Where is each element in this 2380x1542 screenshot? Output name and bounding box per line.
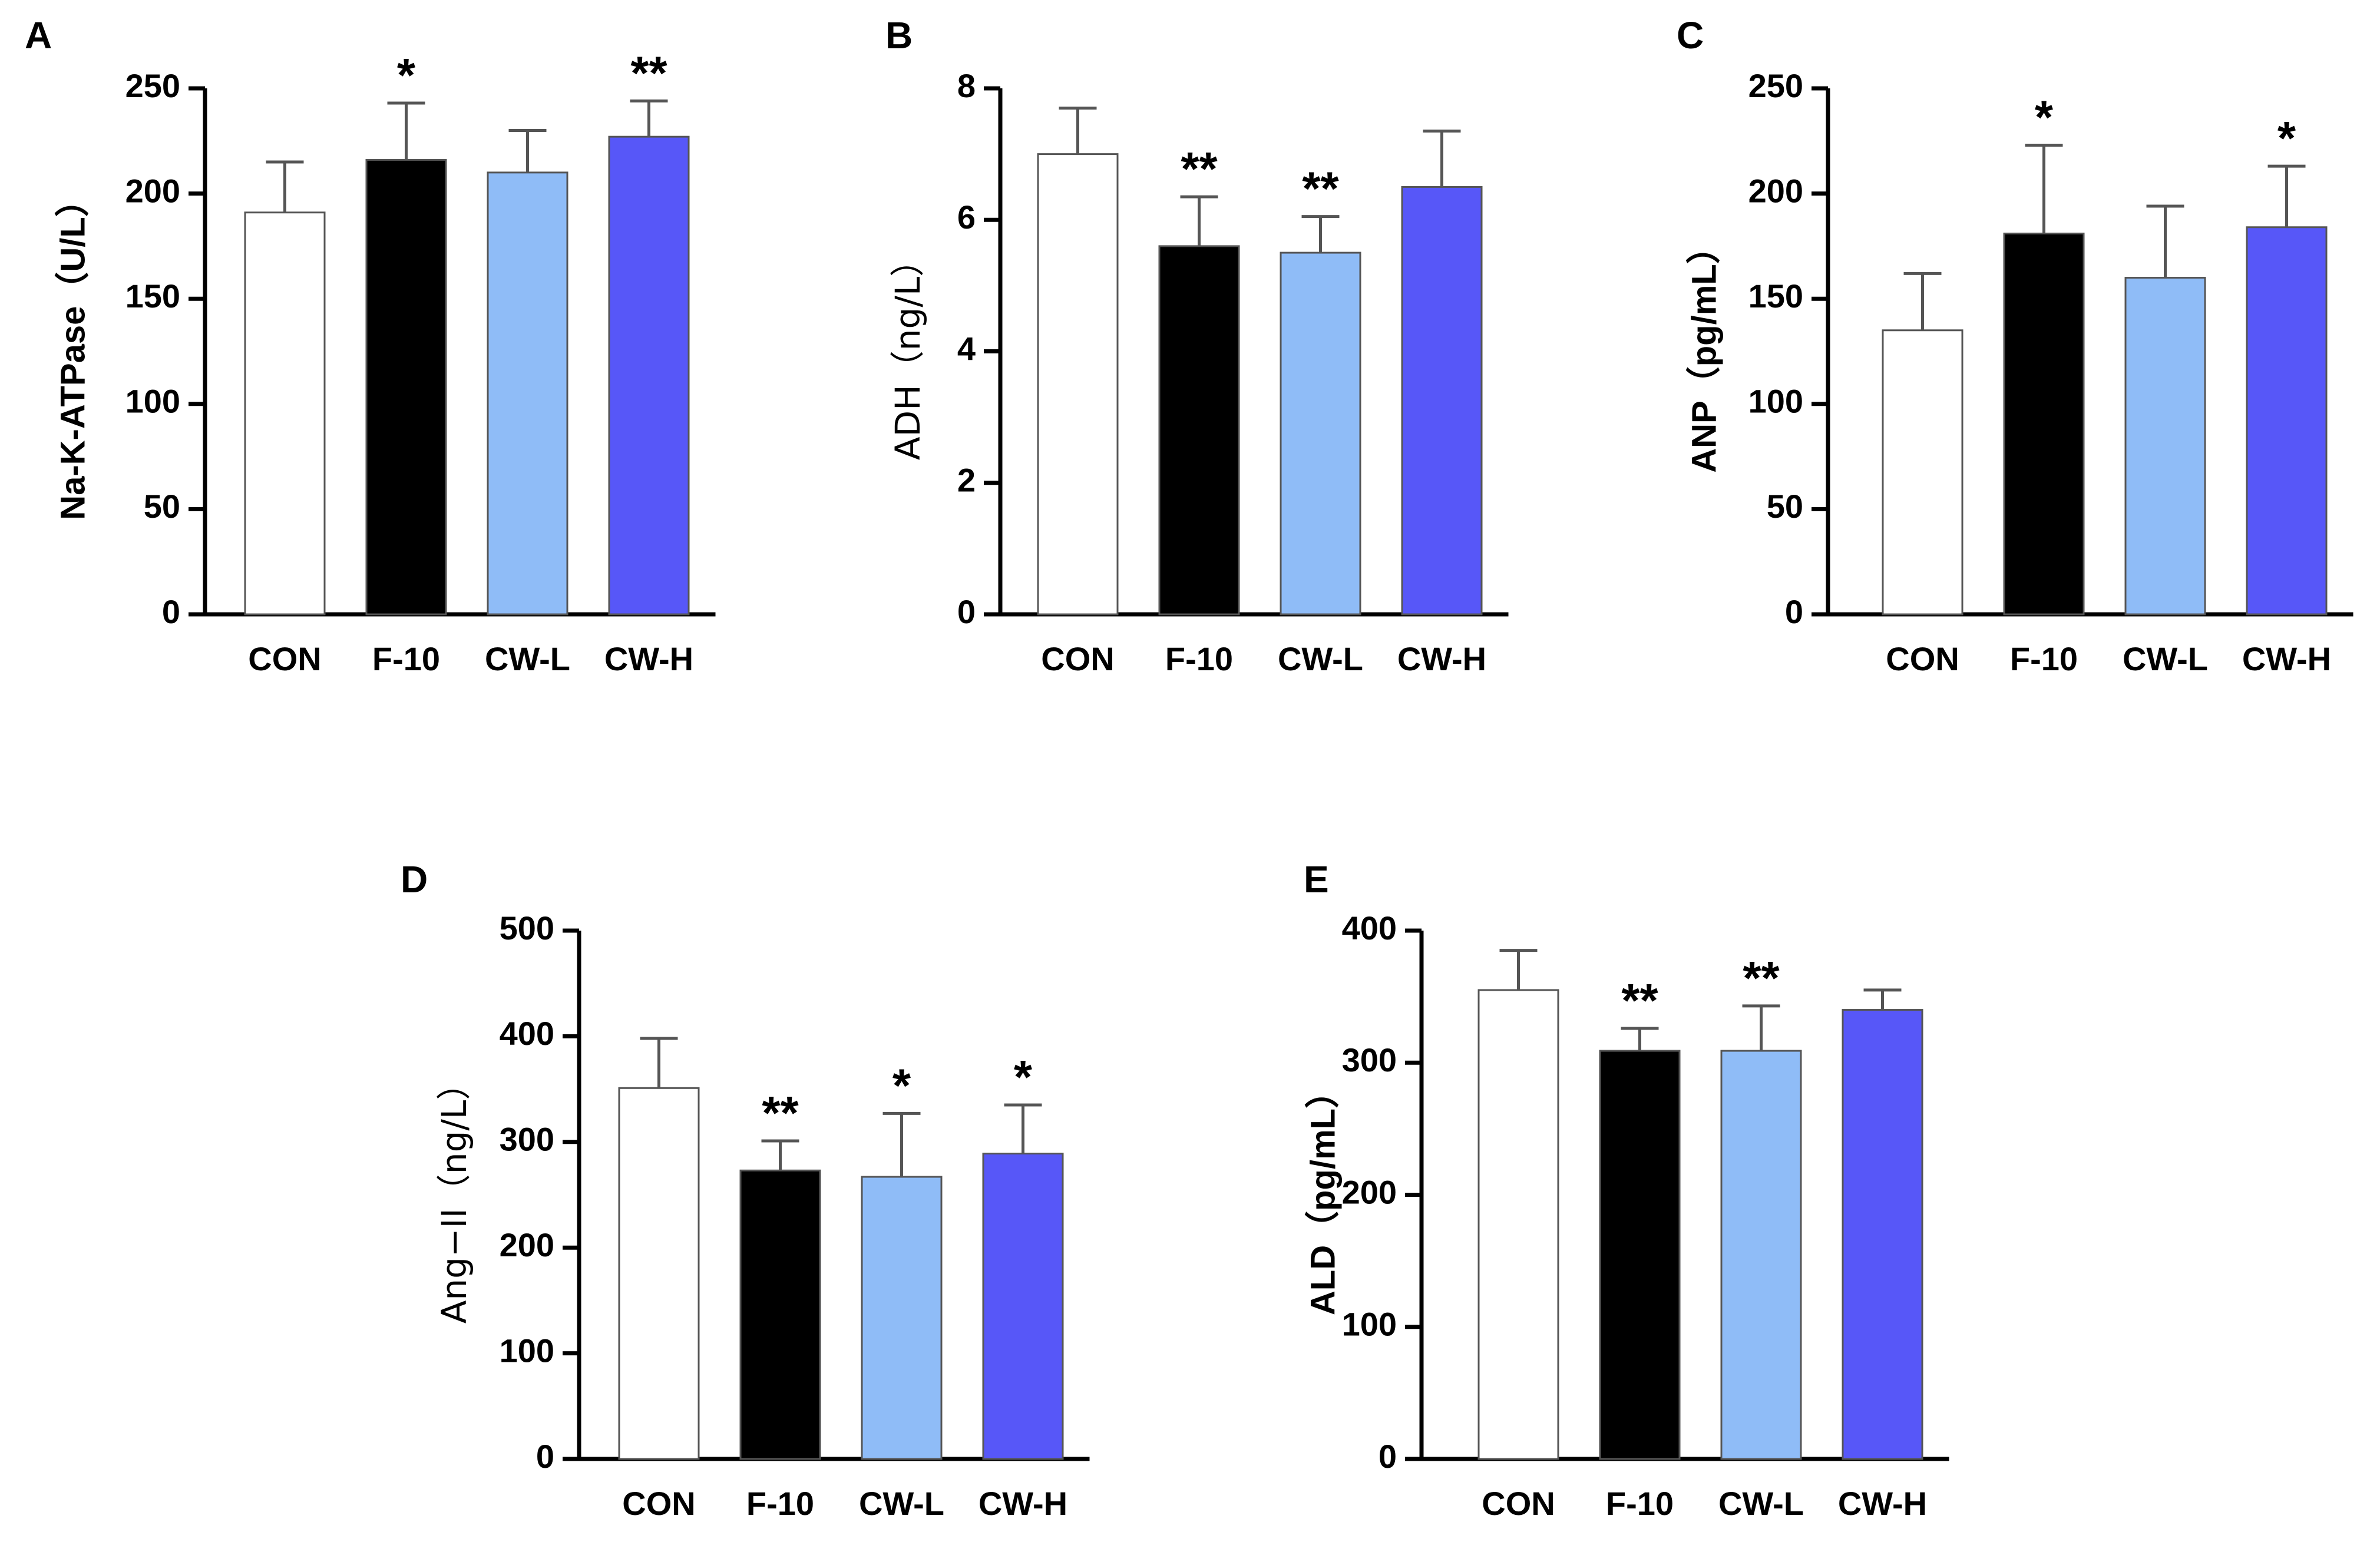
y-tick-label: 200 — [500, 1226, 554, 1263]
x-tick-label: CW-L — [485, 640, 570, 677]
y-axis-label: Ang−II（ng/L） — [434, 1066, 474, 1324]
x-tick-label: CON — [622, 1485, 695, 1522]
bar-cw-h — [1842, 1009, 1923, 1460]
y-tick-label: 250 — [125, 67, 180, 104]
x-tick-label: CW-H — [1838, 1485, 1927, 1522]
x-tick-label: CW-H — [2242, 640, 2331, 677]
significance-marker: * — [2035, 91, 2054, 143]
x-tick-label: CON — [1482, 1485, 1555, 1522]
significance-marker: ** — [630, 47, 667, 99]
y-axis-label: Na-K-ATPase（U/L） — [54, 183, 92, 520]
panel-label: B — [885, 14, 913, 57]
y-tick-label: 200 — [125, 172, 180, 209]
significance-marker: ** — [762, 1087, 799, 1139]
bar-con — [1477, 989, 1559, 1460]
y-tick-label: 0 — [162, 593, 180, 630]
x-tick-label: CON — [1886, 640, 1959, 677]
y-tick-label: 0 — [536, 1438, 554, 1475]
x-tick-label: CW-L — [859, 1485, 944, 1522]
x-tick-label: F-10 — [1606, 1485, 1674, 1522]
panel-c: C 0 50 100 150 200 250 ANP（pg/mL） CON * F-10 CW-L * C… — [1677, 14, 2353, 677]
panel-a: A 0 50 100 150 200 250 Na-K-ATPase（U/L） CON * F-10… — [25, 14, 716, 677]
y-tick-label: 0 — [1785, 593, 1803, 630]
y-tick-label: 500 — [500, 909, 554, 947]
x-tick-label: CW-H — [979, 1485, 1067, 1522]
y-tick-label: 100 — [125, 383, 180, 420]
bar-cw-h — [2246, 226, 2328, 616]
y-tick-label: 0 — [1379, 1438, 1397, 1475]
significance-marker: * — [397, 49, 416, 101]
y-tick-label: 100 — [1342, 1306, 1397, 1343]
bar-cw-l — [487, 171, 568, 616]
x-tick-label: F-10 — [372, 640, 440, 677]
panel-label: D — [401, 858, 428, 901]
x-tick-label: CW-H — [604, 640, 693, 677]
bar-cw-h — [1401, 186, 1483, 616]
significance-marker: ** — [1743, 952, 1780, 1004]
bar-cw-l — [2124, 276, 2206, 616]
bar-f-10 — [2003, 232, 2085, 616]
y-tick-label: 100 — [1748, 383, 1803, 420]
bar-cw-l — [1720, 1050, 1802, 1460]
panel-e: E 0 100 200 300 400 ALD（pg/mL） CON ** F-10 ** CW-L C… — [1304, 858, 1949, 1522]
y-tick-label: 6 — [957, 198, 976, 236]
panel-label: E — [1304, 858, 1329, 901]
y-axis-label: ALD（pg/mL） — [1304, 1074, 1342, 1315]
y-tick-label: 300 — [500, 1121, 554, 1158]
panel-b: B 0 2 4 6 8 ADH（ng/L） CON ** F-10 ** CW-L CW-H — [885, 14, 1509, 677]
y-tick-label: 8 — [957, 67, 976, 104]
y-tick-label: 0 — [957, 593, 976, 630]
x-tick-label: CON — [1041, 640, 1114, 677]
x-tick-label: CW-L — [2123, 640, 2208, 677]
y-tick-label: 2 — [957, 462, 976, 499]
bar-f-10 — [1599, 1050, 1681, 1460]
bar-con — [244, 211, 326, 616]
y-tick-label: 150 — [1748, 277, 1803, 315]
y-axis-label: ANP（pg/mL） — [1685, 230, 1723, 472]
x-tick-label: F-10 — [1165, 640, 1233, 677]
y-tick-label: 400 — [500, 1015, 554, 1052]
x-tick-label: CW-L — [1718, 1485, 1804, 1522]
significance-marker: ** — [1181, 143, 1218, 195]
bar-f-10 — [1158, 245, 1240, 616]
y-tick-label: 4 — [957, 330, 976, 367]
significance-marker: ** — [1302, 163, 1339, 215]
y-tick-label: 400 — [1342, 909, 1397, 947]
bar-cw-h — [982, 1153, 1064, 1460]
bar-cw-l — [1280, 252, 1361, 616]
bar-cw-l — [861, 1176, 943, 1460]
significance-marker: * — [2277, 112, 2296, 164]
panel-label: C — [1677, 14, 1704, 57]
x-tick-label: CW-H — [1397, 640, 1486, 677]
y-tick-label: 200 — [1342, 1173, 1397, 1210]
significance-marker: * — [1014, 1051, 1033, 1103]
significance-marker: ** — [1621, 974, 1658, 1027]
y-tick-label: 300 — [1342, 1041, 1397, 1078]
x-tick-label: F-10 — [746, 1485, 814, 1522]
bar-con — [618, 1087, 700, 1460]
y-tick-label: 50 — [1767, 488, 1803, 525]
x-tick-label: CW-L — [1278, 640, 1363, 677]
panel-label: A — [25, 14, 52, 57]
bar-cw-h — [608, 135, 690, 616]
y-tick-label: 100 — [500, 1332, 554, 1369]
bar-f-10 — [739, 1169, 821, 1460]
panel-d: D 0 100 200 300 400 500 Ang−II（ng/L） CON ** F-10 * C… — [401, 858, 1090, 1522]
y-tick-label: 250 — [1748, 67, 1803, 104]
bar-con — [1882, 329, 1964, 616]
significance-marker: * — [892, 1059, 911, 1111]
y-tick-label: 50 — [144, 488, 180, 525]
y-tick-label: 200 — [1748, 172, 1803, 209]
y-axis-label: ADH（ng/L） — [888, 243, 928, 460]
y-tick-label: 150 — [125, 277, 180, 315]
bar-con — [1037, 153, 1119, 616]
bar-f-10 — [365, 158, 447, 616]
x-tick-label: CON — [248, 640, 321, 677]
x-tick-label: F-10 — [2010, 640, 2078, 677]
